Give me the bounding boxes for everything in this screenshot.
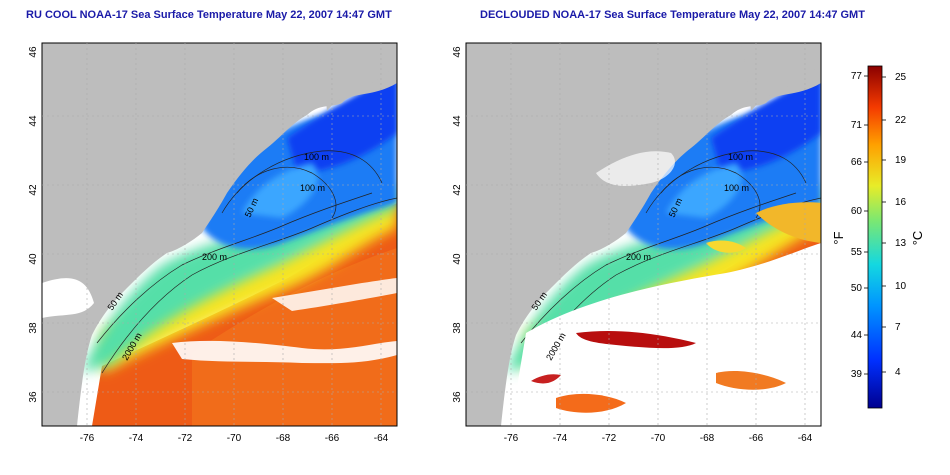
c-tick: 22 (895, 115, 907, 126)
lon-tick: -72 (178, 433, 193, 444)
lat-tick: 44 (452, 115, 463, 127)
lon-tick: -64 (798, 433, 813, 444)
f-tick: 71 (851, 120, 863, 131)
lon-tick: -74 (553, 433, 568, 444)
lon-tick: -68 (276, 433, 291, 444)
f-tick: 66 (851, 157, 863, 168)
f-tick: 50 (851, 283, 863, 294)
c-tick: 16 (895, 197, 907, 208)
lon-tick: -76 (504, 433, 519, 444)
left-panel-title: RU COOL NOAA-17 Sea Surface Temperature … (26, 9, 392, 21)
lat-tick: 46 (452, 46, 463, 58)
f-tick: 77 (851, 71, 863, 82)
lat-tick: 44 (28, 115, 39, 127)
lon-tick: -70 (227, 433, 242, 444)
colorbar-gradient (867, 65, 883, 409)
contour-label: 100 m (724, 183, 749, 193)
f-tick: 44 (851, 330, 863, 341)
lat-tick: 36 (452, 391, 463, 403)
contour-label: 200 m (202, 252, 227, 262)
contour-label: 200 m (626, 252, 651, 262)
lat-tick: 36 (28, 391, 39, 403)
lon-tick: -74 (129, 433, 144, 444)
lon-tick: -64 (374, 433, 389, 444)
lon-tick: -66 (749, 433, 764, 444)
contour-label: 100 m (304, 152, 329, 162)
lat-tick: 42 (28, 184, 39, 196)
c-tick: 19 (895, 155, 907, 166)
lat-tick: 40 (28, 253, 39, 265)
c-tick: 7 (895, 322, 901, 333)
right-panel-title: DECLOUDED NOAA-17 Sea Surface Temperatur… (480, 9, 865, 21)
lon-tick: -68 (700, 433, 715, 444)
contour-label: 100 m (728, 152, 753, 162)
f-tick: 55 (851, 247, 863, 258)
lat-tick: 38 (452, 322, 463, 334)
lat-tick: 40 (452, 253, 463, 265)
right-map-panel: 100 m 100 m 50 m 200 m 50 m 2000 m 36 38… (452, 42, 822, 444)
lon-tick: -72 (602, 433, 617, 444)
lat-tick: 38 (28, 322, 39, 334)
f-tick: 39 (851, 369, 863, 380)
celsius-label: °C (910, 231, 925, 246)
lon-tick: -66 (325, 433, 340, 444)
c-tick: 10 (895, 281, 907, 292)
c-tick: 4 (895, 367, 901, 378)
contour-label: 100 m (300, 183, 325, 193)
lat-tick: 42 (452, 184, 463, 196)
fahrenheit-label: °F (831, 231, 846, 244)
lat-tick: 46 (28, 46, 39, 58)
c-tick: 13 (895, 238, 907, 249)
c-tick: 25 (895, 72, 907, 83)
lon-tick: -70 (651, 433, 666, 444)
f-tick: 60 (851, 206, 863, 217)
colorbar: 77 71 66 60 55 50 44 39 25 22 19 16 13 1… (831, 65, 925, 409)
left-map-panel: 100 m 100 m 50 m 200 m 50 m 2000 m 36 38… (28, 42, 398, 444)
lon-tick: -76 (80, 433, 95, 444)
